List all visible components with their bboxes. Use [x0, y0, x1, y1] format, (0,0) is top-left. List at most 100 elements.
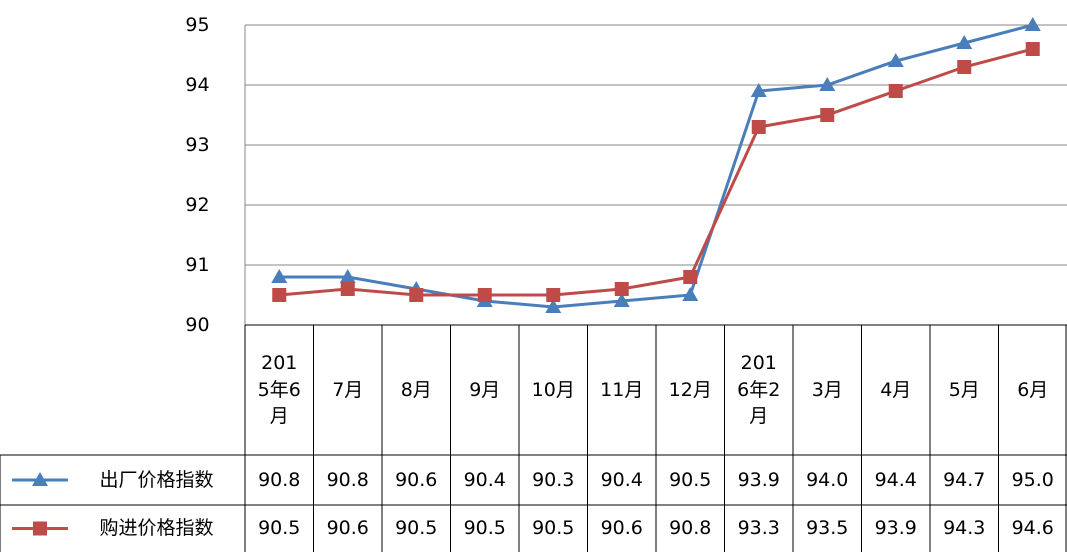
table-value-text: 93.9	[874, 517, 917, 540]
marker	[271, 269, 288, 283]
marker	[888, 84, 903, 98]
table-value-text: 90.4	[463, 468, 506, 491]
table-value-text: 94.3	[943, 517, 986, 540]
y-tick-label-text: 92	[185, 193, 210, 216]
marker	[545, 299, 562, 313]
table-value-text: 90.8	[258, 468, 301, 491]
table-value: 94.0	[793, 455, 862, 505]
legend-label-text: 购进价格指数	[99, 517, 214, 540]
table-value-text: 93.3	[737, 517, 780, 540]
table-value: 90.3	[519, 455, 588, 505]
marker	[340, 282, 355, 296]
table-value-text: 94.7	[943, 468, 986, 491]
table-value: 93.5	[793, 505, 862, 552]
table-value: 90.5	[245, 505, 314, 552]
marker	[819, 77, 836, 91]
legend-label-text: 出厂价格指数	[99, 468, 214, 491]
y-tick-label-text: 91	[185, 253, 210, 276]
table-value-text: 93.9	[737, 468, 780, 491]
x-tick-label-text: 2015年6月	[257, 352, 301, 428]
marker	[32, 472, 48, 486]
table-value-text: 90.5	[669, 468, 712, 491]
x-tick-label-text: 5月	[948, 378, 980, 401]
x-tick-label-text: 4月	[880, 378, 912, 401]
marker	[682, 287, 699, 301]
y-tick-label-text: 95	[185, 13, 210, 36]
table-value: 90.5	[382, 505, 451, 552]
marker	[477, 288, 492, 302]
x-tick-label: 8月	[382, 325, 451, 455]
table-value-text: 90.5	[395, 517, 438, 540]
marker	[820, 108, 835, 122]
x-tick-label: 2016年2月	[725, 325, 794, 455]
x-tick-label: 3月	[793, 325, 862, 455]
marker	[683, 270, 698, 284]
series-line	[279, 47, 1034, 297]
table-value-text: 90.6	[326, 517, 369, 540]
x-tick-label-text: 7月	[332, 378, 364, 401]
table-value: 94.7	[930, 455, 999, 505]
y-tick-label: 92	[170, 191, 225, 219]
table-value: 90.6	[314, 505, 383, 552]
table-value-text: 93.5	[806, 517, 849, 540]
y-tick-label: 94	[170, 71, 225, 99]
x-tick-label-text: 8月	[400, 378, 432, 401]
table-value-text: 90.5	[258, 517, 301, 540]
table-value-text: 94.6	[1011, 517, 1054, 540]
table-value: 93.3	[725, 505, 794, 552]
marker	[1025, 42, 1040, 56]
x-tick-label-text: 9月	[469, 378, 501, 401]
table-value-text: 90.8	[326, 468, 369, 491]
table-value: 90.6	[382, 455, 451, 505]
y-tick-label-text: 90	[185, 313, 210, 336]
table-value-text: 90.5	[532, 517, 575, 540]
marker	[33, 521, 47, 536]
marker	[750, 83, 767, 97]
table-value: 90.8	[314, 455, 383, 505]
table-value: 90.8	[656, 505, 725, 552]
legend-label: 购进价格指数	[68, 505, 245, 552]
x-tick-label: 6月	[999, 325, 1067, 455]
y-tick-label: 93	[170, 131, 225, 159]
table-value: 90.4	[451, 455, 520, 505]
table-value: 90.5	[519, 505, 588, 552]
x-tick-label-text: 11月	[600, 378, 644, 401]
y-tick-label: 91	[170, 251, 225, 279]
x-tick-label: 4月	[862, 325, 931, 455]
marker	[339, 269, 356, 283]
marker	[546, 288, 561, 302]
x-tick-label: 10月	[519, 325, 588, 455]
table-value-text: 94.4	[874, 468, 917, 491]
table-value-text: 90.5	[463, 517, 506, 540]
table-value: 90.5	[656, 455, 725, 505]
table-value-text: 90.8	[669, 517, 712, 540]
marker	[956, 35, 973, 49]
table-value-text: 94.0	[806, 468, 849, 491]
x-tick-label: 2015年6月	[245, 325, 314, 455]
marker	[751, 120, 766, 134]
y-tick-label: 95	[170, 11, 225, 39]
table-value-text: 90.4	[600, 468, 643, 491]
legend-label: 出厂价格指数	[68, 455, 245, 505]
x-tick-label-text: 6月	[1017, 378, 1049, 401]
table-value-text: 95.0	[1011, 468, 1054, 491]
marker	[613, 293, 630, 307]
table-value: 94.4	[862, 455, 931, 505]
x-tick-label-text: 3月	[811, 378, 843, 401]
marker	[409, 288, 424, 302]
marker	[614, 282, 629, 296]
series-line	[279, 23, 1034, 309]
marker	[272, 288, 287, 302]
table-value: 94.6	[999, 505, 1067, 552]
marker	[887, 53, 904, 67]
x-tick-label: 11月	[588, 325, 657, 455]
table-value-text: 90.6	[600, 517, 643, 540]
table-value: 95.0	[999, 455, 1067, 505]
table-value: 90.8	[245, 455, 314, 505]
x-tick-label-text: 10月	[531, 378, 575, 401]
x-tick-label-text: 12月	[668, 378, 712, 401]
y-tick-label: 90	[170, 311, 225, 339]
x-tick-label: 9月	[451, 325, 520, 455]
x-tick-label: 5月	[930, 325, 999, 455]
